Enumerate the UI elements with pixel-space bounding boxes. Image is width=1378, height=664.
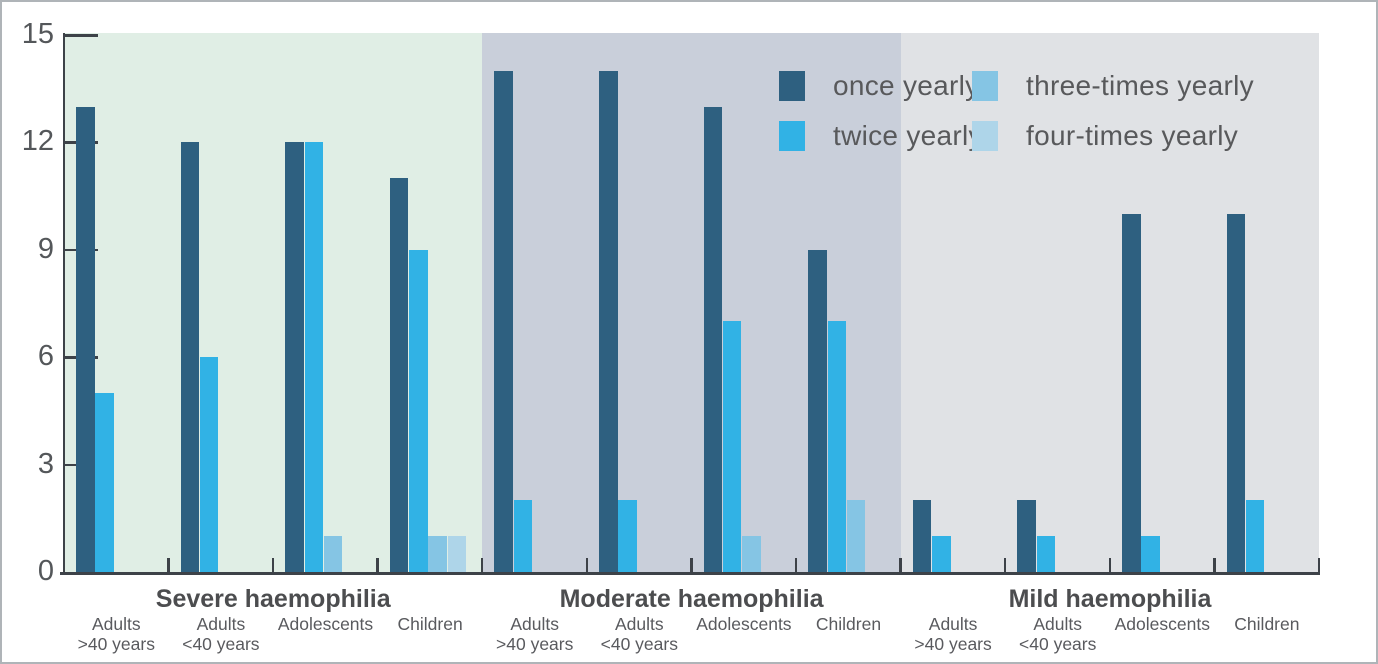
bar-twice-yearly	[95, 393, 114, 572]
x-axis-tick	[690, 558, 693, 572]
bar-three-times-yearly	[846, 500, 866, 572]
x-axis-tick	[167, 558, 170, 572]
bar-once-yearly	[1122, 214, 1141, 572]
bar-twice-yearly	[1245, 500, 1265, 572]
y-axis-line	[62, 33, 65, 575]
group-label: >40 years	[914, 634, 992, 654]
x-axis-tick	[480, 558, 484, 572]
y-axis-tick-label: 12	[21, 125, 54, 158]
bar-three-times-yearly	[323, 536, 343, 572]
group-label: <40 years	[1019, 634, 1097, 654]
bar-twice-yearly	[827, 321, 846, 572]
section-title-moderate-haemophilia: Moderate haemophilia	[559, 585, 824, 613]
bar-three-times-yearly	[742, 536, 761, 572]
bar-twice-yearly	[409, 249, 428, 572]
y-axis-tick-label: 15	[21, 18, 54, 50]
bar-twice-yearly	[618, 500, 637, 572]
section-title-mild-haemophilia: Mild haemophilia	[1008, 585, 1212, 613]
bar-twice-yearly	[304, 142, 323, 572]
x-axis-tick	[376, 558, 379, 572]
y-axis-tick-label: 0	[37, 555, 54, 587]
bar-once-yearly	[599, 70, 618, 572]
section-background-mild-haemophilia	[900, 33, 1320, 572]
bar-once-yearly	[285, 142, 304, 572]
bar-four-times-yearly	[447, 536, 467, 572]
group-label: Adolescents	[1114, 614, 1210, 634]
bar-once-yearly	[808, 249, 827, 572]
group-label: >40 years	[77, 634, 155, 654]
x-axis-tick	[1317, 558, 1321, 572]
bar-once-yearly	[389, 178, 409, 572]
group-label: >40 years	[496, 634, 574, 654]
bar-twice-yearly	[1036, 536, 1056, 572]
group-label: Children	[815, 614, 882, 634]
bar-once-yearly	[1017, 500, 1036, 572]
x-axis-tick	[794, 558, 798, 572]
group-label: Adolescents	[696, 614, 792, 634]
bar-once-yearly	[180, 142, 200, 572]
x-axis-tick	[1213, 558, 1216, 572]
y-axis-tick-label: 3	[37, 447, 54, 480]
group-label: <40 years	[182, 634, 260, 654]
group-label: Adults	[928, 614, 978, 634]
bar-twice-yearly	[932, 536, 951, 572]
group-label: Children	[1234, 614, 1300, 634]
bar-twice-yearly	[513, 500, 533, 572]
x-axis-tick	[1003, 558, 1007, 572]
bar-twice-yearly	[199, 357, 219, 572]
y-axis-tick-label: 9	[37, 232, 54, 265]
group-label: Adults	[510, 614, 559, 634]
group-label: Adults	[614, 614, 664, 634]
bar-once-yearly	[912, 500, 932, 572]
bar-twice-yearly	[722, 321, 742, 572]
group-label: Adolescents	[277, 614, 374, 634]
x-axis-tick	[1108, 558, 1111, 572]
x-axis-tick	[585, 558, 588, 572]
bar-once-yearly	[494, 70, 513, 572]
group-label: Adults	[1033, 614, 1082, 634]
group-label: Children	[397, 614, 463, 634]
y-axis-tick-label: 6	[37, 340, 54, 373]
bar-once-yearly	[1226, 214, 1246, 572]
x-axis-baseline	[60, 572, 1320, 575]
y-axis-tick	[64, 34, 98, 37]
bar-three-times-yearly	[428, 536, 447, 572]
bar-twice-yearly	[1141, 536, 1160, 572]
section-title-severe-haemophilia: Severe haemophilia	[155, 585, 391, 613]
x-axis-tick	[271, 558, 275, 572]
group-label: Adults	[196, 614, 246, 634]
bar-once-yearly	[703, 106, 723, 572]
group-label: Adults	[91, 614, 141, 634]
bar-once-yearly	[76, 106, 95, 572]
x-axis-tick	[899, 558, 902, 572]
group-label: <40 years	[600, 634, 678, 654]
